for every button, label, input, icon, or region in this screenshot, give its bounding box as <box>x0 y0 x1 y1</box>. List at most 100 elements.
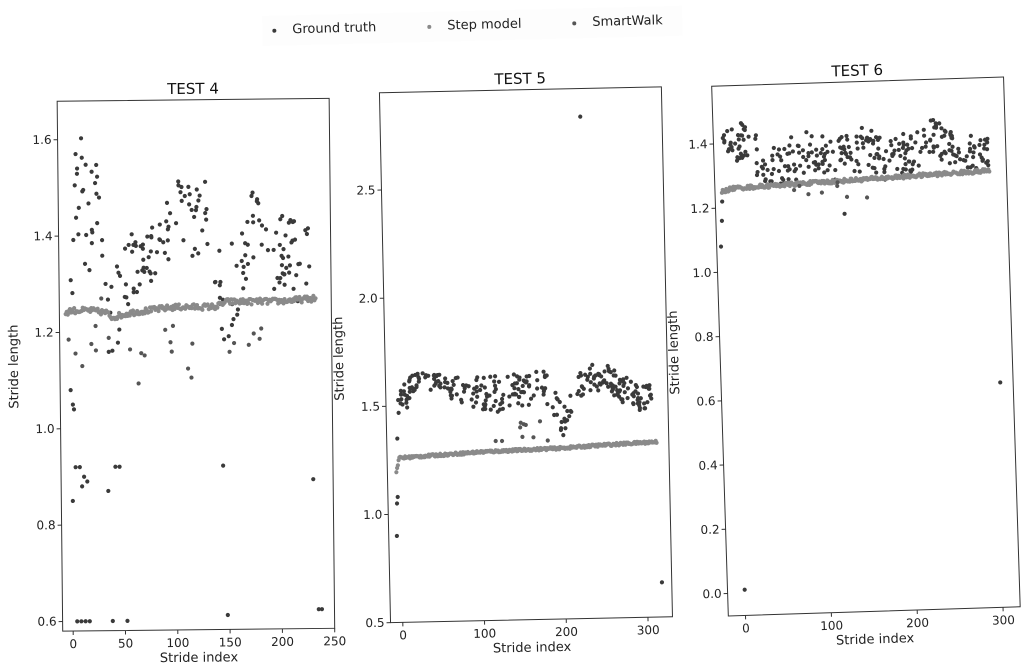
y-tick-label: 0.4 <box>698 458 718 473</box>
data-point <box>198 193 202 197</box>
data-point <box>494 399 498 403</box>
data-point <box>770 172 774 176</box>
data-point <box>521 384 525 388</box>
data-point <box>178 190 182 194</box>
data-point <box>860 126 864 130</box>
series-smartwalk <box>493 419 550 444</box>
data-point <box>251 255 255 259</box>
data-point <box>94 163 98 167</box>
data-point <box>770 158 774 162</box>
data-point <box>567 414 571 418</box>
data-point <box>589 380 593 384</box>
data-point <box>107 336 111 340</box>
data-point <box>132 287 136 291</box>
legend-label: Step model <box>447 17 522 34</box>
data-point <box>947 142 951 146</box>
data-point <box>204 207 208 211</box>
data-point <box>806 165 810 169</box>
data-point <box>138 282 142 286</box>
y-axis-label: Stride length <box>331 316 348 400</box>
data-point <box>869 129 873 133</box>
x-tick-label: 50 <box>118 636 133 650</box>
data-point <box>166 257 170 261</box>
data-point <box>874 170 878 174</box>
y-tick-label: 1.2 <box>690 201 710 216</box>
data-point <box>623 390 627 394</box>
data-point <box>135 290 139 294</box>
data-point <box>588 366 592 370</box>
data-point <box>820 190 824 194</box>
data-point <box>394 470 398 474</box>
data-point <box>187 202 191 206</box>
data-point <box>75 166 79 170</box>
data-point <box>260 223 264 227</box>
y-axis-label: Stride length <box>6 325 22 409</box>
y-tick-label: 1.0 <box>692 266 712 281</box>
data-point <box>493 374 497 378</box>
data-point <box>500 439 504 443</box>
data-point <box>590 363 594 367</box>
data-point <box>887 158 891 162</box>
data-point <box>278 243 282 247</box>
data-point <box>855 146 859 150</box>
data-point <box>259 326 263 330</box>
data-point <box>497 380 501 384</box>
data-point <box>501 393 505 397</box>
data-point <box>186 185 190 189</box>
data-point <box>531 435 535 439</box>
data-point <box>538 419 542 423</box>
data-point <box>922 128 926 132</box>
data-point <box>475 395 479 399</box>
data-point <box>725 129 729 133</box>
data-point <box>820 147 824 151</box>
data-point <box>240 231 244 235</box>
legend-entry-ground-truth: Ground truth <box>272 20 376 38</box>
data-point <box>971 155 975 159</box>
data-point <box>847 145 851 149</box>
data-point <box>565 409 569 413</box>
legend-entry-step-model: Step model <box>427 17 522 34</box>
data-point <box>113 465 117 469</box>
data-point <box>93 324 97 328</box>
data-point <box>241 271 245 275</box>
data-point <box>127 243 131 247</box>
data-point <box>898 154 902 158</box>
data-point <box>910 146 914 150</box>
data-point <box>188 192 192 196</box>
data-point <box>451 379 455 383</box>
data-point <box>563 426 567 430</box>
data-point <box>408 390 412 394</box>
data-point <box>149 249 153 253</box>
data-point <box>123 247 127 251</box>
data-point <box>852 169 856 173</box>
data-point <box>474 400 478 404</box>
data-point <box>305 232 309 236</box>
legend-marker <box>427 24 431 28</box>
data-point <box>839 151 843 155</box>
data-point <box>924 140 928 144</box>
data-point <box>168 340 172 344</box>
data-point <box>181 238 185 242</box>
data-point <box>73 351 77 355</box>
data-point <box>307 264 311 268</box>
data-point <box>242 265 246 269</box>
y-tick-label: 0.2 <box>700 522 720 537</box>
data-point <box>802 171 806 175</box>
data-point <box>806 192 810 196</box>
data-point <box>280 263 284 267</box>
data-point <box>561 433 565 437</box>
data-point <box>861 146 865 150</box>
data-point <box>396 495 400 499</box>
data-point <box>804 130 808 134</box>
data-point <box>895 167 899 171</box>
data-point <box>189 375 193 379</box>
data-point <box>174 221 178 225</box>
data-point <box>507 394 511 398</box>
data-point <box>71 499 75 503</box>
data-point <box>235 313 239 317</box>
data-point <box>251 220 255 224</box>
data-point <box>164 219 168 223</box>
x-tick-label: 150 <box>219 635 242 649</box>
